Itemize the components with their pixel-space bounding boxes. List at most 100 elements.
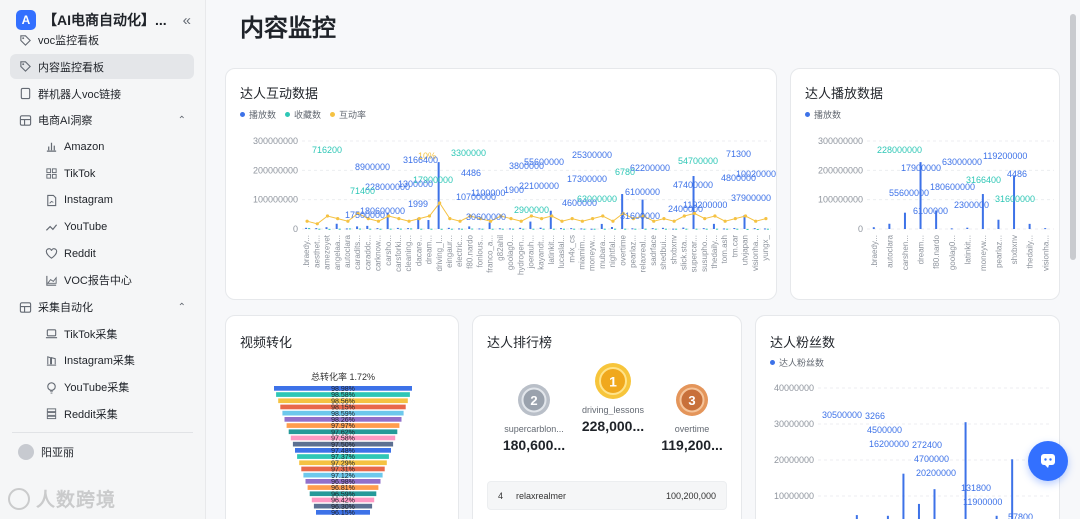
bar (447, 227, 450, 229)
legend-label: 播放数 (814, 110, 842, 120)
funnel-stage (278, 398, 408, 404)
funnel-stage-label: 98.26% (331, 417, 355, 424)
bar (621, 194, 624, 229)
rank-3-medal[interactable]: 3 overtime 119,200... (647, 382, 737, 453)
app-logo: A (16, 10, 36, 30)
data-label: 3800000 (509, 161, 544, 171)
sidebar-item[interactable]: voc监控看板 (10, 28, 194, 53)
rate-point (703, 217, 707, 221)
legend-item-plays[interactable]: 播放数 (240, 108, 276, 121)
legend-dot (805, 112, 810, 117)
data-label: 272400 (912, 440, 942, 450)
data-label: 20200000 (916, 468, 956, 478)
sidebar-item[interactable]: 内容监控看板 (10, 54, 194, 80)
sidebar-item[interactable]: VOC报告中心 (10, 268, 194, 293)
sidebar-item[interactable]: Reddit采集 (10, 401, 194, 426)
bar (726, 228, 729, 230)
data-label: 30600000 (466, 212, 506, 222)
bar (888, 223, 891, 229)
bar (654, 228, 657, 230)
chat-button[interactable] (1028, 441, 1068, 481)
x-tick-label: .braedy... (870, 235, 879, 268)
watermark: 人数跨境 (8, 485, 116, 512)
tag-icon (18, 60, 32, 74)
rate-point (611, 219, 615, 223)
rate-point (325, 214, 330, 218)
bar (685, 228, 688, 230)
sidebar: A 【AI电商自动化】... « voc监控看板内容监控看板群机器人voc链接电… (0, 0, 206, 519)
rank-1-medal[interactable]: 1 driving_lessons 228,000... (568, 361, 658, 434)
data-label: 17300000 (567, 174, 607, 184)
bar (753, 228, 756, 230)
heart-icon (44, 247, 58, 261)
x-tick-label: thedaily... (1026, 235, 1035, 269)
sidebar-item[interactable]: 采集自动化 ⌃ (10, 295, 194, 320)
sidebar-item-label: 采集自动化 (38, 302, 93, 315)
chevron-up-icon[interactable]: ⌃ (177, 301, 186, 313)
funnel-stage-label: 97.58% (331, 436, 355, 443)
sidebar-item[interactable]: TikTok采集 (10, 321, 194, 346)
app-title[interactable]: 【AI电商自动化】... (43, 12, 167, 28)
sidebar-item-label: 群机器人voc链接 (38, 88, 122, 101)
legend-item-plays[interactable]: 播放数 (805, 108, 841, 121)
data-label: 4800000 (721, 173, 756, 183)
funnel-stage (303, 472, 383, 478)
sidebar-item[interactable]: YouTube采集 (10, 375, 194, 400)
data-label: 17900000 (901, 163, 941, 173)
data-label: 4486 (461, 168, 481, 178)
data-label: 22100000 (519, 181, 559, 191)
sidebar-item[interactable]: 电商AI洞察 ⌃ (10, 108, 194, 133)
sidebar-item-label: 内容监控看板 (38, 61, 104, 74)
bar (1011, 459, 1014, 519)
plays-chart: 300000000 200000000 100000000 0 .braedy... au… (818, 136, 1054, 271)
ranking-row[interactable]: 4 relaxrealmer 100,200,000 (487, 481, 727, 510)
bar (399, 228, 402, 230)
funnel-stage-label: 98.58% (331, 392, 355, 399)
sidebar-item[interactable]: YouTube (10, 215, 194, 240)
bar (386, 212, 389, 229)
double-chevron-left-icon[interactable]: « (182, 11, 191, 29)
rank-2-medal[interactable]: 2 supercarblon... 180,600... (489, 382, 579, 453)
funnel-stage-label: 97.62% (331, 429, 355, 436)
card-title: 视频转化 (240, 335, 293, 350)
chat-icon (1041, 454, 1055, 468)
chevron-up-icon[interactable]: ⌃ (177, 114, 186, 126)
card-title: 达人播放数据 (805, 86, 884, 101)
rate-point (672, 219, 676, 223)
interaction-chart: 300000000 200000000 100000000 0 .braedy... ae… (253, 136, 776, 275)
legend-item-saves[interactable]: 收藏数 (285, 108, 321, 121)
bar (501, 228, 504, 230)
y-tick-label: 100000000 (818, 195, 863, 205)
legend-item-fans[interactable]: 达人粉丝数 (770, 356, 824, 369)
sidebar-item[interactable]: 群机器人voc链接 (10, 81, 194, 106)
bar (542, 228, 545, 230)
x-tick-label: m4x_cs (567, 235, 576, 263)
sidebar-item[interactable]: Reddit (10, 241, 194, 266)
x-tick-label: tom.ash (720, 235, 729, 263)
sidebar-item[interactable]: Amazon (10, 134, 194, 159)
sidebar-item[interactable]: Instagram采集 (10, 348, 194, 373)
bar (488, 222, 491, 229)
sidebar-item[interactable]: Instagram (10, 188, 194, 213)
user-profile[interactable]: 阳亚丽 (10, 439, 194, 465)
funnel-stage-label: 97.31% (331, 467, 355, 474)
bar (997, 219, 1000, 229)
data-label: 16200000 (869, 439, 909, 449)
funnel-stage-label: 96.98% (331, 479, 355, 486)
bar (723, 228, 726, 230)
sidebar-item[interactable]: TikTok (10, 161, 194, 186)
bar (966, 227, 969, 229)
rate-point (305, 219, 309, 223)
legend-item-rate[interactable]: 互动率 (330, 108, 366, 121)
bar (328, 228, 331, 230)
rate-point (754, 219, 758, 223)
rank-1-value: 228,000... (581, 418, 645, 434)
x-tick-label: overtime (618, 234, 627, 265)
page-scrollbar[interactable] (1070, 14, 1076, 260)
sidebar-item-label: YouTube采集 (64, 382, 130, 395)
funnel-stage-label: 98.98% (331, 386, 355, 393)
x-tick-label: lucaslal... (557, 235, 566, 268)
x-tick-label: visionha... (751, 235, 760, 271)
bar (702, 228, 705, 230)
bar (715, 228, 718, 230)
